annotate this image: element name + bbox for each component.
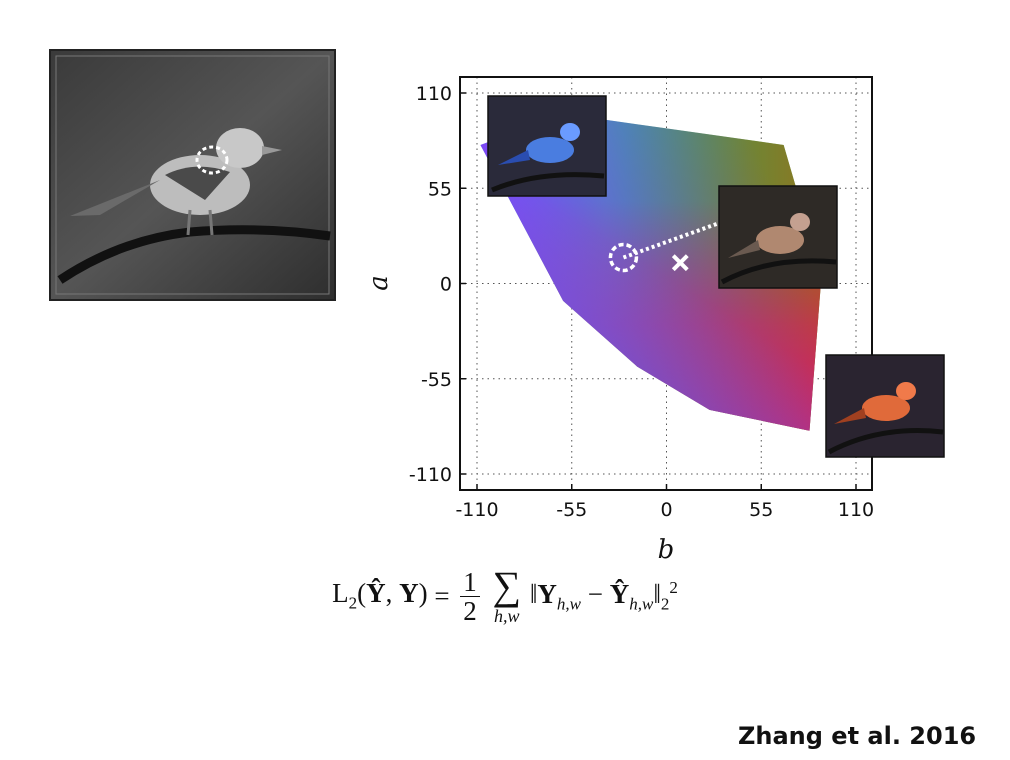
blue-bird-image [487,95,607,197]
y-tick-label: 0 [440,274,452,296]
axis-ticks: -110 -55 0 55 110 -110 -55 0 55 110 [409,83,874,521]
formula-lhs: L2(Ŷ, Y) [332,578,428,613]
sample-point-circle [195,145,229,175]
y-axis-label: a [364,275,394,291]
natural-bird-image [718,185,838,289]
y-tick-label: -110 [409,464,452,486]
x-tick-label: 110 [838,499,874,521]
citation-label: Zhang et al. 2016 [738,722,977,750]
grayscale-bird-image [49,49,336,301]
x-tick-label: -55 [556,499,587,521]
dashed-circle-marker [608,242,639,273]
l2-loss-formula: L2(Ŷ, Y) = 1 2 ∑ h,w ‖Yh,w − Ŷh,w‖22 [0,563,1010,627]
formula-fraction: 1 2 [460,568,480,625]
x-axis-label: b [658,535,675,565]
ab-color-plot: -110 -55 0 55 110 -110 -55 0 55 110 b a [364,76,874,565]
y-tick-label: -55 [421,369,452,391]
x-tick-label: -110 [455,499,498,521]
x-tick-label: 0 [660,499,672,521]
y-tick-label: 110 [416,83,452,105]
formula-norm: ‖Yh,w − Ŷh,w‖22 [529,577,678,614]
cross-marker [671,254,689,272]
y-tick-label: 55 [428,178,452,200]
red-bird-image [825,354,945,458]
formula-equals: = [434,580,450,611]
formula-sum: ∑ h,w [492,563,522,627]
x-tick-label: 55 [749,499,773,521]
